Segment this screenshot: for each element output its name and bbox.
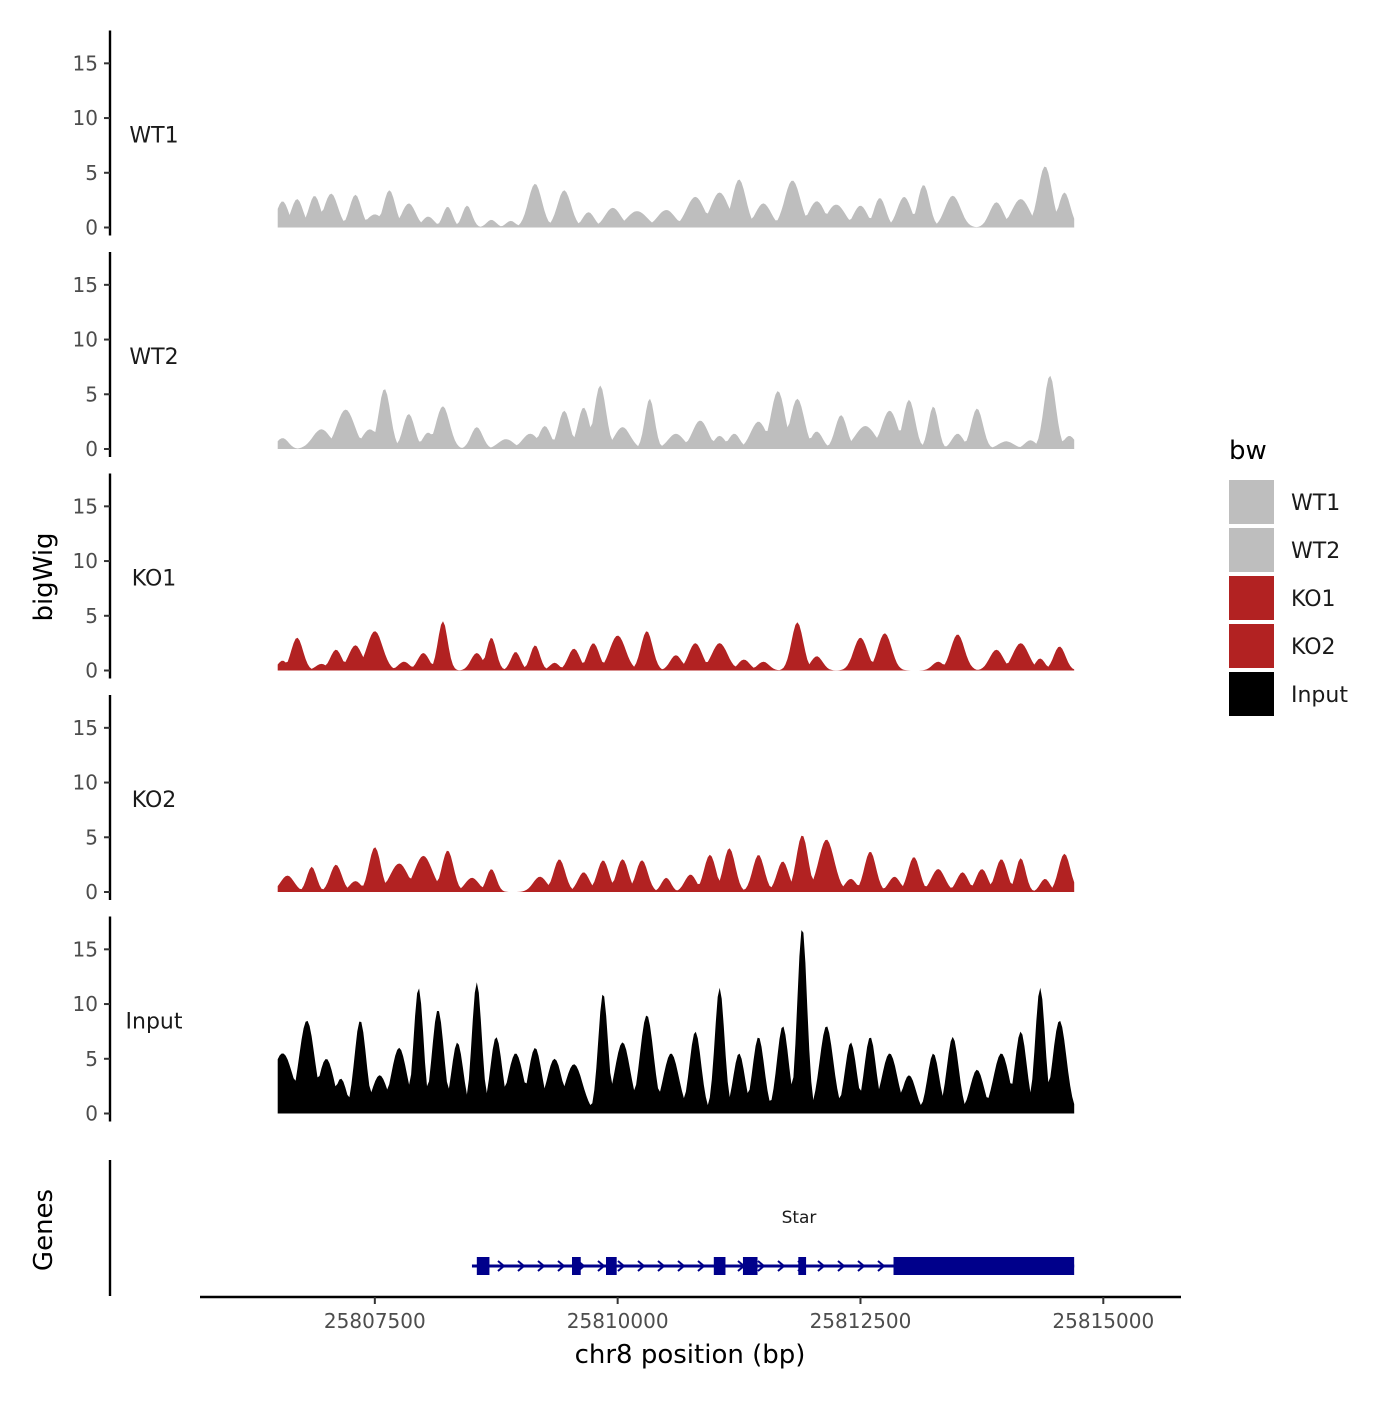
track-label-ko1: KO1: [132, 567, 177, 592]
track-ko1: 0 5 10 15 KO1: [73, 473, 1075, 683]
y-tick-label: 5: [85, 825, 98, 849]
legend-swatch-input: [1229, 672, 1274, 716]
legend-label-wt1: WT1: [1291, 491, 1340, 516]
tracks-layer: 0 5 10 15 WT1 0 5 10 15 WT2 0 5 10 15 KO1 0 5 10 15 KO2 0 5 10…: [73, 30, 1075, 1126]
strand-chevron: [677, 1260, 686, 1272]
y-axis-title: bigWig: [29, 532, 59, 621]
exon-2: [572, 1257, 581, 1275]
gene-label: Star: [782, 1208, 817, 1228]
track-wt1: 0 5 10 15 WT1: [73, 30, 1075, 240]
y-tick-label: 0: [85, 437, 98, 461]
track-ko2: 0 5 10 15 KO2: [73, 695, 1075, 904]
gene-star: Star: [471, 1208, 1075, 1275]
strand-chevron: [857, 1260, 866, 1272]
y-tick-label: 15: [73, 937, 98, 961]
strand-chevron: [497, 1260, 506, 1272]
y-tick-label: 10: [73, 549, 98, 573]
strand-chevron: [597, 1260, 606, 1272]
legend-swatch-wt1: [1229, 480, 1274, 524]
exon-1: [476, 1257, 490, 1275]
area-ko1: [277, 621, 1075, 671]
x-axis: 25807500 25810000 25812500 25815000: [200, 1295, 1181, 1333]
exon-7: [893, 1257, 1075, 1275]
exon-6: [798, 1257, 807, 1275]
exon-4: [713, 1257, 726, 1275]
genes-layer: Star: [108, 1160, 1075, 1296]
x-tick-label: 25815000: [1052, 1309, 1154, 1333]
legend-swatch-wt2: [1229, 528, 1274, 572]
legend: bw WT1 WT2 KO1 KO2 Input: [1229, 436, 1348, 716]
legend-label-input: Input: [1291, 683, 1348, 708]
legend-label-ko2: KO2: [1291, 635, 1336, 660]
legend-swatch-ko2: [1229, 624, 1274, 668]
strand-chevron: [537, 1260, 546, 1272]
y-tick-label: 15: [73, 494, 98, 518]
y-tick-label: 10: [73, 771, 98, 795]
y-tick-label: 0: [85, 659, 98, 683]
y-tick-label: 0: [85, 1102, 98, 1126]
strand-chevron: [637, 1260, 646, 1272]
y-tick-label: 0: [85, 880, 98, 904]
track-input: 0 5 10 15 Input: [73, 916, 1075, 1126]
strand-chevron: [517, 1260, 526, 1272]
strand-chevron: [837, 1260, 846, 1272]
y-tick-label: 5: [85, 604, 98, 628]
x-tick-label: 25810000: [567, 1309, 669, 1333]
strand-chevron: [757, 1260, 766, 1272]
area-ko2: [277, 835, 1075, 892]
y-tick-label: 5: [85, 382, 98, 406]
y-tick-label: 15: [73, 716, 98, 740]
strand-chevron: [817, 1260, 826, 1272]
area-wt2: [277, 375, 1075, 449]
x-tick-label: 25807500: [324, 1309, 426, 1333]
exon-5: [742, 1257, 758, 1275]
legend-label-ko1: KO1: [1291, 587, 1336, 612]
legend-label-wt2: WT2: [1291, 539, 1340, 564]
track-label-wt2: WT2: [129, 345, 178, 370]
track-label-ko2: KO2: [132, 788, 177, 813]
y-tick-label: 5: [85, 1047, 98, 1071]
legend-title: bw: [1229, 436, 1267, 466]
y-tick-label: 10: [73, 992, 98, 1016]
strand-chevron: [877, 1260, 886, 1272]
y-tick-label: 15: [73, 51, 98, 75]
track-label-input: Input: [126, 1010, 183, 1035]
legend-swatch-ko1: [1229, 576, 1274, 620]
x-axis-title: chr8 position (bp): [575, 1340, 806, 1370]
strand-chevron: [697, 1260, 706, 1272]
y-tick-label: 10: [73, 106, 98, 130]
track-wt2: 0 5 10 15 WT2: [73, 252, 1075, 461]
track-label-wt1: WT1: [129, 124, 178, 149]
y-tick-label: 10: [73, 328, 98, 352]
exon-3: [605, 1257, 617, 1275]
strand-chevron: [777, 1260, 786, 1272]
y-tick-label: 0: [85, 216, 98, 240]
y-tick-label: 5: [85, 161, 98, 185]
y-tick-label: 15: [73, 273, 98, 297]
x-tick-label: 25812500: [810, 1309, 912, 1333]
genes-axis-title: Genes: [29, 1189, 59, 1271]
area-input: [277, 930, 1075, 1114]
area-wt1: [277, 166, 1075, 228]
strand-chevron: [657, 1260, 666, 1272]
strand-chevron: [617, 1260, 626, 1272]
strand-chevron: [557, 1260, 566, 1272]
